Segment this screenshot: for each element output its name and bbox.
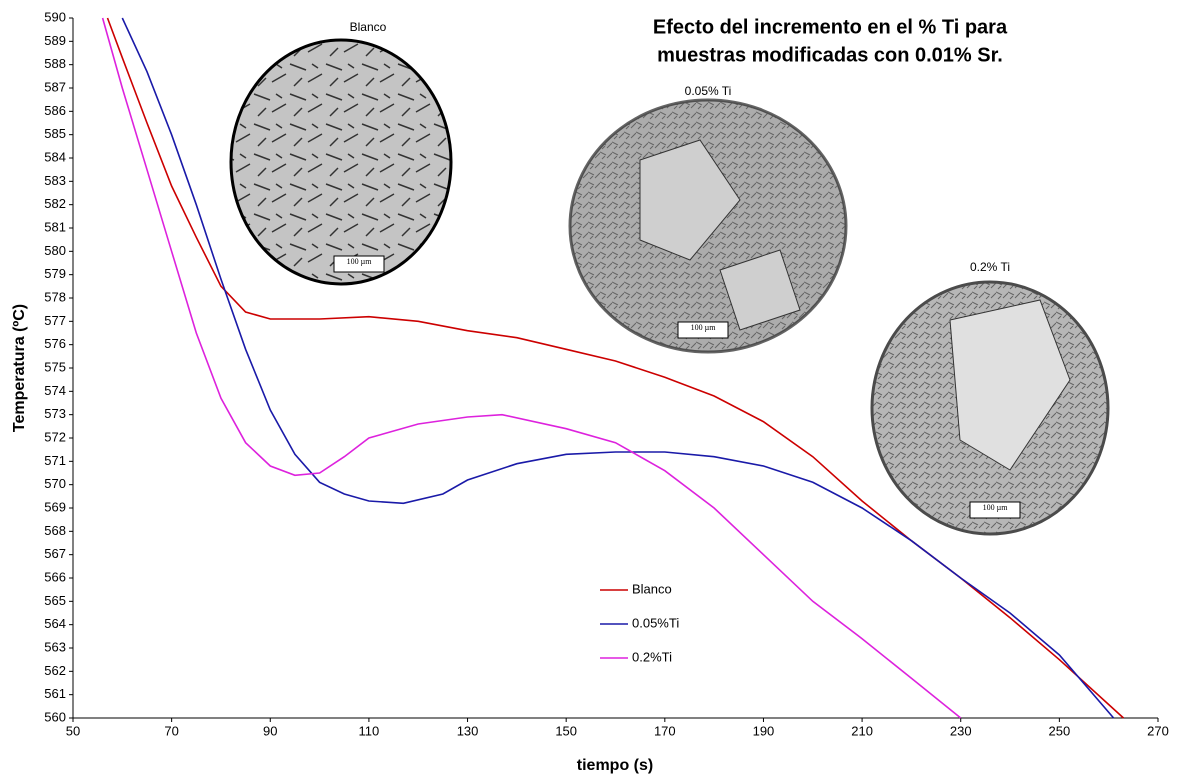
micrograph	[231, 40, 1108, 534]
y-tick-label: 583	[44, 173, 66, 188]
x-tick-label: 150	[555, 723, 577, 738]
x-tick-label: 90	[263, 723, 277, 738]
y-tick-label: 574	[44, 383, 66, 398]
x-axis-label: tiempo (s)	[577, 757, 653, 774]
y-tick-label: 565	[44, 593, 66, 608]
y-tick-label: 571	[44, 453, 66, 468]
y-tick-label: 580	[44, 243, 66, 258]
x-tick-label: 250	[1049, 723, 1071, 738]
y-tick-label: 573	[44, 406, 66, 421]
y-tick-label: 590	[44, 9, 66, 24]
y-tick-label: 570	[44, 476, 66, 491]
y-tick-label: 588	[44, 56, 66, 71]
x-tick-label: 230	[950, 723, 972, 738]
y-tick-label: 586	[44, 103, 66, 118]
y-tick-label: 563	[44, 639, 66, 654]
y-tick-label: 578	[44, 289, 66, 304]
y-tick-label: 572	[44, 429, 66, 444]
y-tick-label: 581	[44, 219, 66, 234]
y-tick-label: 585	[44, 126, 66, 141]
annotation: 0.2% Ti	[970, 260, 1010, 274]
y-tick-label: 561	[44, 686, 66, 701]
y-tick-label: 577	[44, 313, 66, 328]
legend-label: Blanco	[632, 581, 672, 596]
legend-label: 0.05%Ti	[632, 615, 679, 630]
y-tick-label: 567	[44, 546, 66, 561]
scale-label: 100 µm	[347, 257, 373, 266]
line	[103, 18, 961, 718]
x-tick-label: 270	[1147, 723, 1169, 738]
y-tick-label: 560	[44, 709, 66, 724]
y-tick-label: 582	[44, 196, 66, 211]
annotation: 0.05% Ti	[685, 84, 732, 98]
y-tick-label: 568	[44, 523, 66, 538]
scale-label: 100 µm	[983, 503, 1009, 512]
x-tick-label: 130	[457, 723, 479, 738]
chart-title: Efecto del incremento en el % Ti para	[653, 16, 1008, 38]
y-tick-label: 562	[44, 663, 66, 678]
x-tick-label: 190	[753, 723, 775, 738]
y-tick-label: 587	[44, 79, 66, 94]
legend-label: 0.2%Ti	[632, 649, 672, 664]
annotation: Blanco	[350, 20, 387, 34]
x-tick-label: 50	[66, 723, 80, 738]
y-tick-label: 584	[44, 149, 66, 164]
y-tick-label: 589	[44, 33, 66, 48]
chart-title: muestras modificadas con 0.01% Sr.	[657, 44, 1003, 66]
x-tick-label: 210	[851, 723, 873, 738]
y-tick-label: 569	[44, 499, 66, 514]
chart: Efecto del incremento en el % Ti para mu…	[0, 0, 1184, 778]
x-tick-label: 70	[164, 723, 178, 738]
y-tick-label: 566	[44, 569, 66, 584]
x-tick-label: 170	[654, 723, 676, 738]
scale-label: 100 µm	[691, 323, 717, 332]
y-tick-label: 575	[44, 359, 66, 374]
y-tick-label: 576	[44, 336, 66, 351]
y-axis-label: Temperatura (ºC)	[11, 304, 28, 432]
x-tick-label: 110	[359, 723, 380, 738]
y-tick-label: 579	[44, 266, 66, 281]
y-tick-label: 564	[44, 616, 66, 631]
